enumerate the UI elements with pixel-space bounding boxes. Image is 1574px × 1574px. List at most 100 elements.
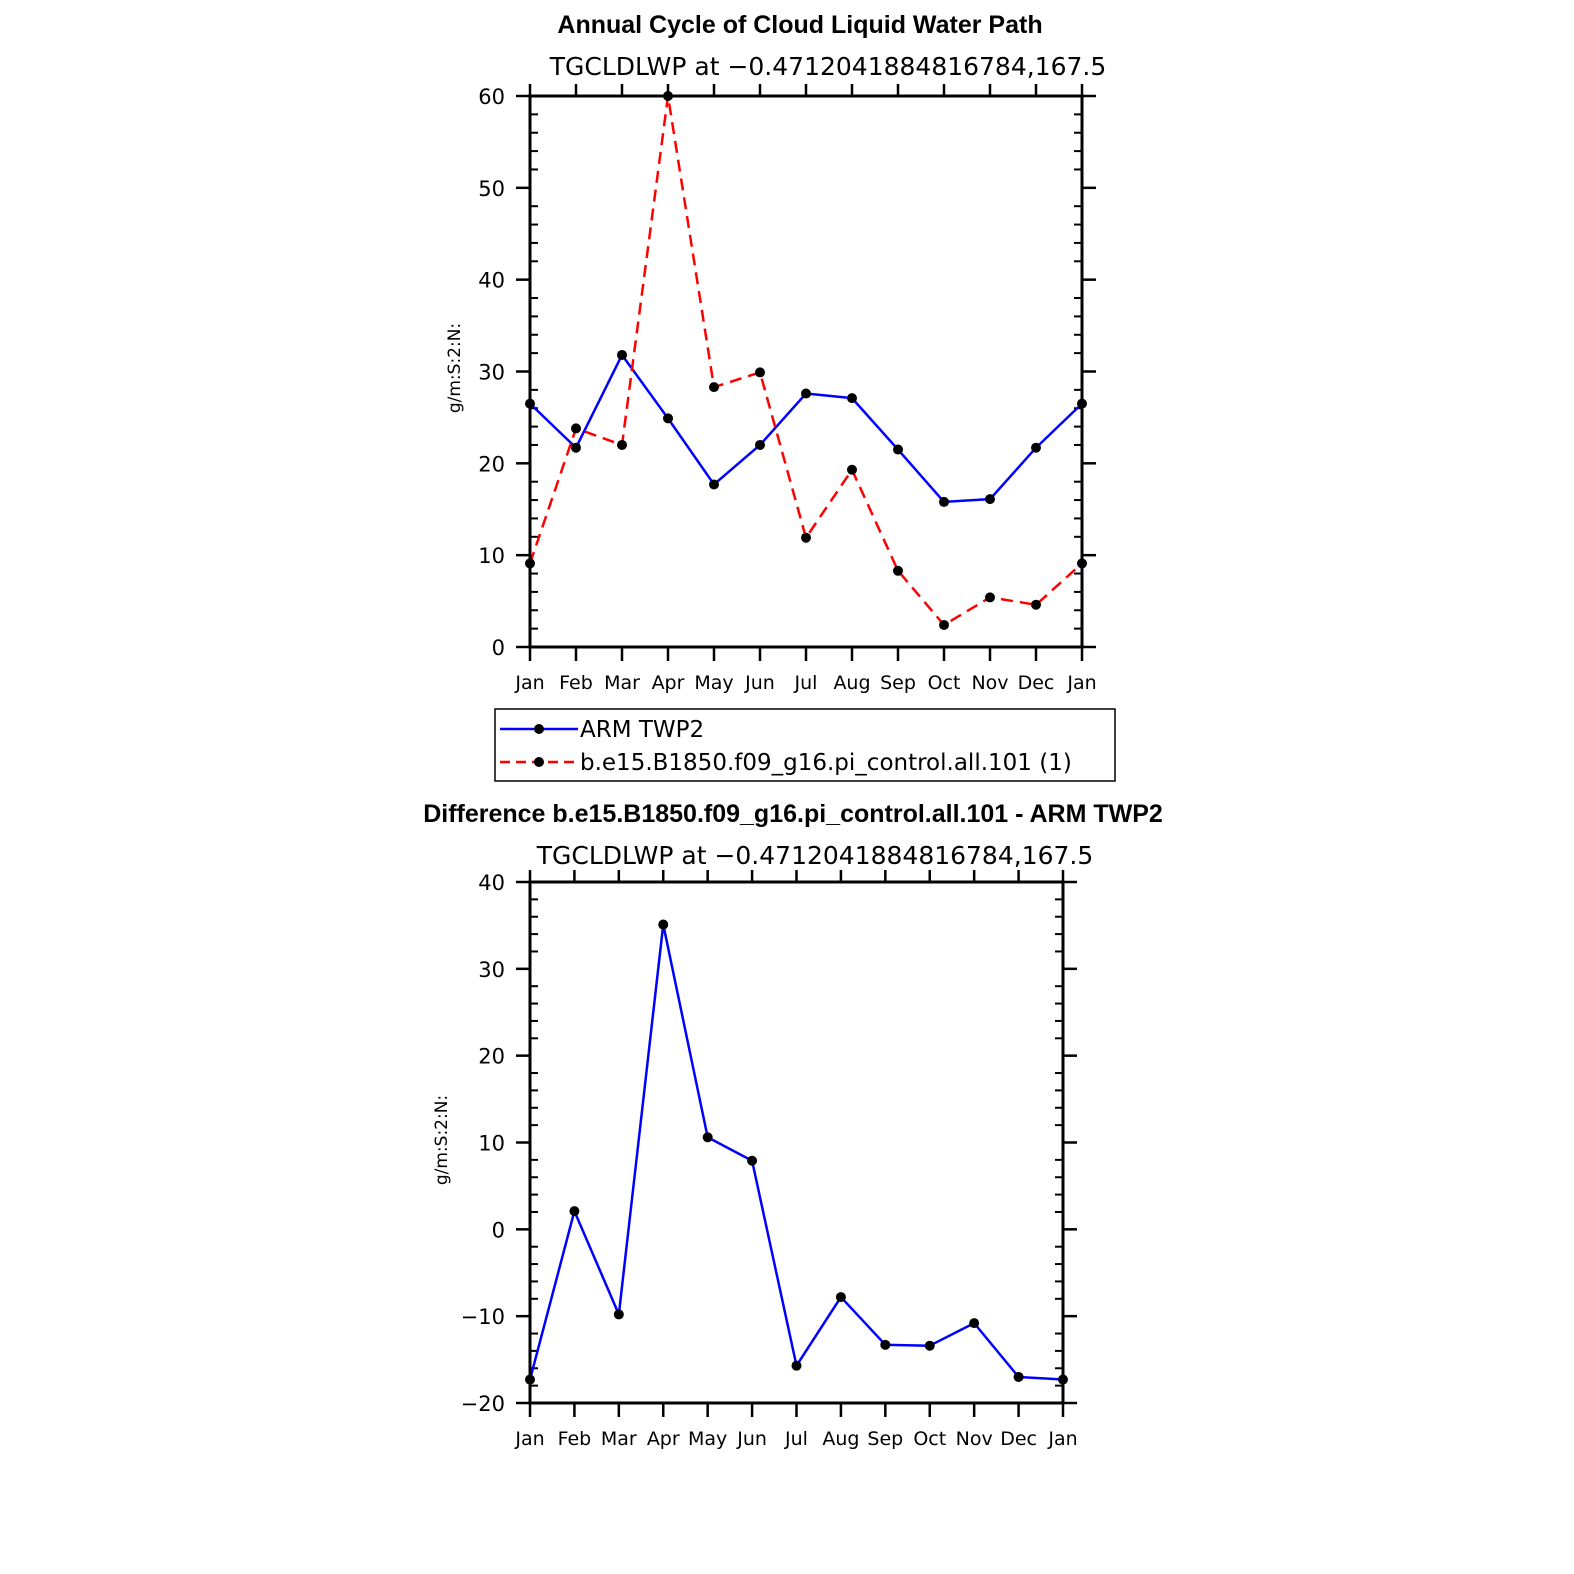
plot-frame: [528, 880, 1065, 1405]
data-point: [702, 1132, 713, 1143]
data-point: [755, 439, 765, 450]
y-tick-label: 0: [492, 636, 505, 660]
x-tick-labels: Jan Feb Mar Apr May Jun Jul Aug Sep Oct Nov Dec Jan: [514, 1428, 1077, 1450]
data-point: [1031, 442, 1041, 453]
x-tick-label: Aug: [822, 1428, 859, 1450]
y-axis-label: g/m:S:2:N:: [432, 1095, 452, 1185]
data-point: [747, 1155, 758, 1166]
data-point: [709, 479, 719, 490]
x-tick-label: Jul: [784, 1428, 808, 1450]
x-tick-label: Jan: [1047, 1428, 1077, 1450]
x-tick-label: Mar: [604, 672, 640, 694]
data-point: [801, 532, 811, 543]
data-point: [880, 1339, 891, 1350]
x-tick-label: Jan: [514, 1428, 544, 1450]
legend-marker-model: [534, 757, 544, 767]
y-axis-label: g/m:S:2:N:: [445, 323, 465, 413]
x-tick-label: May: [694, 672, 733, 694]
y-tick-label: −20: [461, 1392, 505, 1416]
x-tick-label: Feb: [559, 672, 593, 694]
series-line-0: [529, 353, 1083, 504]
x-tick-label: Jan: [1066, 672, 1096, 694]
data-point: [985, 494, 995, 505]
legend-box: [494, 708, 1116, 782]
x-tick-label: Mar: [601, 1428, 637, 1450]
x-tick-label: Nov: [971, 672, 1008, 694]
data-point: [617, 439, 627, 450]
x-tick-label: Jun: [736, 1428, 767, 1450]
data-point: [801, 388, 811, 399]
legend: ARM TWP2 b.e15.B1850.f09_g16.pi_control.…: [494, 708, 1116, 782]
data-point: [658, 919, 669, 930]
data-point: [571, 442, 581, 453]
x-tick-label: Nov: [956, 1428, 993, 1450]
data-point: [569, 1206, 580, 1217]
y-tick-label: 30: [478, 958, 505, 982]
x-tick-label: Jun: [744, 672, 775, 694]
x-tick-label: Apr: [647, 1428, 680, 1450]
x-tick-label: Sep: [867, 1428, 903, 1450]
data-point: [893, 444, 903, 455]
plot-frame: [528, 94, 1084, 649]
legend-label-arm: ARM TWP2: [580, 717, 704, 743]
series-line-0: [528, 923, 1064, 1381]
legend-marker-arm: [534, 724, 544, 734]
data-point: [755, 367, 765, 378]
annual-cycle-chart: Annual Cycle of Cloud Liquid Water Path …: [445, 11, 1116, 782]
y-tick-label: 20: [478, 1045, 505, 1069]
data-point: [571, 423, 581, 434]
y-tick-label: 40: [478, 269, 505, 293]
chart-title: Difference b.e15.B1850.f09_g16.pi_contro…: [423, 800, 1163, 828]
y-tick-label: 30: [478, 361, 505, 385]
data-point: [969, 1318, 980, 1329]
tick-marks: [516, 870, 1077, 1417]
data-point: [893, 565, 903, 576]
series-lines: [525, 919, 1068, 1385]
series-lines: [525, 91, 1087, 630]
series-line-1: [528, 94, 1083, 627]
x-tick-labels: Jan Feb Mar Apr May Jun Jul Aug Sep Oct Nov Dec Jan: [514, 672, 1096, 694]
data-point: [939, 496, 949, 507]
y-tick-label: 10: [478, 544, 505, 568]
x-tick-label: Jan: [514, 672, 544, 694]
data-point: [1013, 1371, 1024, 1382]
data-point: [663, 413, 673, 424]
chart-subtitle: TGCLDLWP at −0.4712041884816784,167.5: [549, 52, 1107, 81]
data-point: [613, 1309, 624, 1320]
y-tick-label: −10: [461, 1305, 505, 1329]
y-tick-label: 50: [478, 177, 505, 201]
legend-label-model: b.e15.B1850.f09_g16.pi_control.all.101 (…: [580, 750, 1072, 776]
x-tick-label: Feb: [558, 1428, 592, 1450]
chart-subtitle: TGCLDLWP at −0.4712041884816784,167.5: [536, 841, 1094, 870]
x-tick-label: Dec: [1000, 1428, 1037, 1450]
y-tick-label: 20: [478, 452, 505, 476]
y-tick-label: 10: [478, 1132, 505, 1156]
x-tick-label: Apr: [652, 672, 685, 694]
difference-chart: Difference b.e15.B1850.f09_g16.pi_contro…: [423, 800, 1163, 1450]
data-point: [1031, 599, 1041, 610]
x-tick-label: Jul: [794, 672, 818, 694]
data-point: [617, 349, 627, 360]
data-point: [791, 1360, 802, 1371]
y-tick-labels: −20 −10 0 10 20 30 40: [461, 871, 505, 1416]
tick-marks: [516, 84, 1096, 661]
chart-title: Annual Cycle of Cloud Liquid Water Path: [557, 11, 1042, 39]
data-point: [939, 619, 949, 630]
x-tick-label: Dec: [1018, 672, 1055, 694]
data-point: [847, 393, 857, 404]
x-tick-label: Oct: [913, 1428, 946, 1450]
data-point: [847, 464, 857, 475]
y-tick-label: 60: [478, 85, 505, 109]
data-point: [985, 592, 995, 603]
data-point: [924, 1340, 935, 1351]
x-tick-label: Oct: [928, 672, 961, 694]
y-tick-label: 0: [492, 1218, 505, 1242]
data-point: [835, 1292, 846, 1303]
data-point: [709, 382, 719, 393]
y-tick-labels: 0 10 20 30 40 50 60: [478, 85, 505, 660]
y-tick-label: 40: [478, 871, 505, 895]
x-tick-label: Sep: [880, 672, 916, 694]
x-tick-label: May: [688, 1428, 727, 1450]
x-tick-label: Aug: [833, 672, 870, 694]
